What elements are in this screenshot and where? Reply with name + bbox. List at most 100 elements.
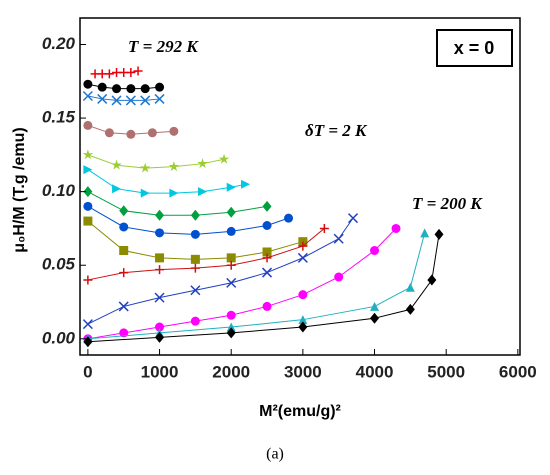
- y-tick-label: 0.05: [42, 255, 76, 274]
- marker: [226, 260, 236, 270]
- marker: [125, 95, 136, 106]
- marker: [139, 162, 151, 173]
- marker: [169, 126, 179, 136]
- marker: [226, 327, 236, 339]
- marker: [168, 161, 180, 172]
- marker: [198, 187, 208, 197]
- marker: [83, 201, 93, 211]
- marker: [333, 233, 344, 244]
- marker: [370, 301, 380, 311]
- marker: [284, 213, 294, 223]
- marker: [298, 321, 308, 333]
- marker: [226, 277, 237, 288]
- marker: [111, 159, 122, 170]
- marker: [97, 82, 107, 92]
- marker: [155, 209, 165, 221]
- marker: [82, 90, 93, 102]
- y-tick-label: 0.20: [42, 34, 76, 53]
- marker: [97, 93, 108, 104]
- y-tick-label: 0.10: [42, 181, 76, 200]
- marker: [83, 79, 93, 89]
- x-tick-label: 0: [83, 362, 92, 381]
- y-axis-label: μ₀H/M (T.g /emu): [11, 127, 28, 252]
- marker: [190, 209, 200, 221]
- annotation: T = 292 K: [128, 37, 199, 56]
- marker: [226, 310, 236, 320]
- marker: [155, 253, 165, 263]
- marker: [83, 186, 93, 198]
- marker: [126, 129, 136, 139]
- x-axis-label: M²(emu/g)²: [259, 403, 341, 420]
- marker: [226, 182, 236, 192]
- marker: [119, 268, 129, 278]
- label-box: [436, 29, 513, 67]
- marker: [112, 184, 122, 194]
- annotation: δT = 2 K: [305, 121, 368, 140]
- marker: [140, 95, 151, 106]
- marker: [298, 241, 308, 251]
- x-tick-label: 5000: [427, 362, 465, 381]
- series-line: [87, 169, 246, 194]
- marker: [427, 274, 437, 286]
- marker: [83, 165, 93, 175]
- marker: [140, 84, 150, 94]
- marker: [405, 282, 415, 292]
- marker: [370, 246, 380, 256]
- marker: [83, 216, 93, 226]
- marker: [262, 247, 272, 257]
- series-line: [87, 205, 289, 235]
- marker: [405, 303, 415, 315]
- marker: [262, 253, 272, 263]
- marker: [420, 228, 430, 238]
- marker: [190, 285, 201, 296]
- marker: [119, 205, 129, 217]
- marker: [262, 267, 273, 278]
- marker: [169, 188, 179, 198]
- marker: [434, 228, 444, 240]
- marker: [82, 319, 93, 330]
- marker: [334, 272, 344, 282]
- marker: [154, 292, 165, 303]
- marker: [262, 220, 272, 230]
- marker: [118, 301, 129, 312]
- marker: [190, 263, 200, 273]
- y-tick-label: 0.00: [42, 328, 76, 347]
- marker: [297, 252, 308, 263]
- marker: [190, 254, 200, 264]
- marker: [391, 223, 401, 233]
- marker: [140, 188, 150, 198]
- marker: [119, 328, 129, 338]
- series-line: [87, 217, 354, 325]
- marker: [155, 322, 165, 332]
- marker: [126, 67, 136, 77]
- y-tick-label: 0.15: [42, 108, 76, 127]
- series-line: [87, 228, 397, 340]
- marker: [119, 222, 129, 232]
- x-tick-label: 6000: [499, 362, 537, 381]
- marker: [133, 66, 143, 76]
- x-tick-label: 3000: [284, 362, 322, 381]
- marker: [154, 93, 165, 104]
- marker: [226, 253, 236, 263]
- marker: [155, 265, 165, 275]
- x-tick-label: 1000: [141, 362, 179, 381]
- marker: [126, 84, 136, 94]
- annotation: T = 200 K: [412, 194, 483, 213]
- marker: [104, 128, 114, 138]
- plot-frame: [79, 17, 521, 356]
- marker: [298, 315, 308, 325]
- caption: (a): [266, 446, 284, 463]
- marker: [262, 200, 272, 212]
- marker: [83, 275, 93, 285]
- marker: [197, 158, 208, 169]
- marker: [111, 95, 122, 106]
- marker: [155, 228, 165, 238]
- marker: [190, 316, 200, 326]
- marker: [104, 69, 114, 79]
- marker: [155, 82, 165, 92]
- series-line: [87, 191, 268, 216]
- marker: [298, 290, 308, 300]
- x-tick-label: 2000: [212, 362, 250, 381]
- marker: [241, 179, 251, 189]
